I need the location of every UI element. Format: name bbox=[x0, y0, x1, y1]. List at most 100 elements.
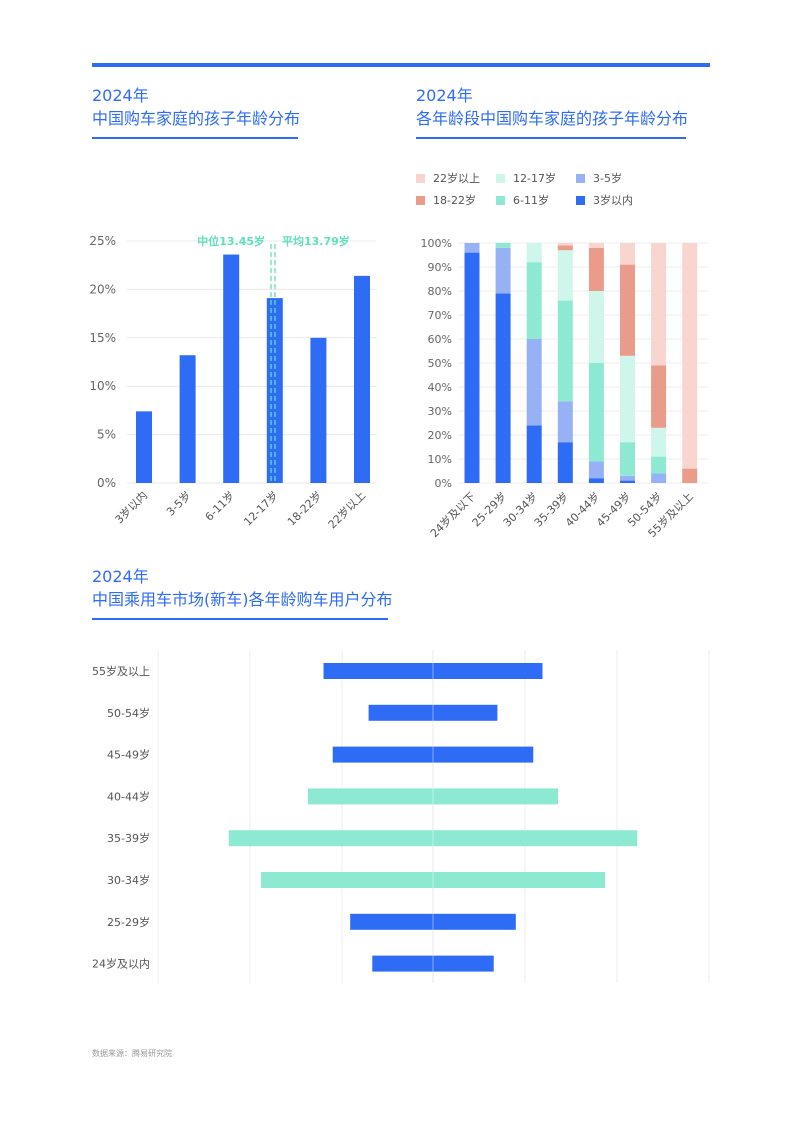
chart3-category-label: 24岁及以内 bbox=[92, 957, 150, 971]
chart2-bar-segment bbox=[682, 468, 698, 483]
chart2-bar-segment bbox=[651, 243, 667, 366]
chart2-ytick-label: 60% bbox=[428, 333, 452, 346]
chart1-group: 0% 5% 10% 15% 20% 25% 3岁以内 3-5岁 6-11岁 12-17岁 18-22… bbox=[89, 234, 376, 531]
chart2-bar-segment bbox=[464, 252, 480, 483]
chart1-bar bbox=[223, 254, 240, 483]
top-accent-bar bbox=[92, 63, 710, 67]
chart2-bar-segment bbox=[620, 475, 635, 481]
chart2-ytick-label: 10% bbox=[428, 453, 452, 466]
chart1-xtick-label: 3岁以内 bbox=[112, 488, 150, 526]
chart2-bar-segment bbox=[526, 243, 542, 263]
chart2-legend-item: 22岁以上 bbox=[416, 170, 480, 186]
chart2-legend-label: 6-11岁 bbox=[513, 194, 549, 207]
chart2-ytick-label: 100% bbox=[421, 237, 452, 250]
chart2-legend-item: 6-11岁 bbox=[496, 192, 549, 208]
chart2-bar-segment bbox=[620, 480, 635, 483]
chart3-category-label: 30-34岁 bbox=[107, 873, 150, 887]
chart1-xtick-label: 12-17岁 bbox=[241, 488, 281, 528]
chart1-bar bbox=[354, 275, 370, 483]
chart3-group: 55岁及以上 50-54岁 45-49岁 40-44岁 35-39岁 30-34岁 25-2… bbox=[92, 650, 710, 983]
chart2-ytick-label: 80% bbox=[428, 285, 452, 298]
chart2-bar-segment bbox=[651, 427, 667, 457]
chart2-legend-swatch bbox=[416, 173, 425, 183]
chart1-ytick-label: 20% bbox=[89, 282, 116, 296]
chart3-category-label: 25-29岁 bbox=[107, 915, 150, 929]
chart2-bar-segment bbox=[557, 250, 573, 301]
panel2-title-rule bbox=[416, 137, 686, 139]
chart2-bar-segment bbox=[588, 478, 604, 483]
chart1-ytick-label: 10% bbox=[89, 379, 116, 393]
chart2-bar-segment bbox=[557, 243, 573, 246]
chart1-xtick-label: 18-22岁 bbox=[284, 488, 324, 528]
panel2-title: 各年龄段中国购车家庭的孩子年龄分布 bbox=[416, 109, 689, 128]
chart1-xtick-label: 6-11岁 bbox=[202, 488, 237, 523]
chart2-legend-swatch bbox=[576, 195, 585, 205]
chart2-ytick-label: 70% bbox=[428, 309, 452, 322]
panel1-heading: 2024年 中国购车家庭的孩子年龄分布 bbox=[92, 84, 300, 130]
chart2-bar-segment bbox=[495, 293, 511, 483]
chart2-bar-segment bbox=[588, 247, 604, 291]
chart2-legend-item: 3-5岁 bbox=[576, 170, 622, 186]
chart2-bar-segment bbox=[588, 363, 604, 462]
chart2-legend-swatch bbox=[496, 173, 505, 183]
chart2-legend-swatch bbox=[496, 195, 505, 205]
chart2-bar-segment bbox=[557, 300, 573, 402]
chart2-bar-segment bbox=[588, 461, 604, 479]
chart3-category-label: 40-44岁 bbox=[107, 789, 150, 803]
chart2-bar-segment bbox=[651, 473, 667, 483]
panel1-title: 中国购车家庭的孩子年龄分布 bbox=[92, 109, 301, 128]
panel3-title: 中国乘用车市场(新车)各年龄购车用户分布 bbox=[92, 590, 393, 609]
chart2-bar-segment bbox=[682, 243, 698, 469]
chart2-bar-segment bbox=[620, 442, 635, 476]
chart2-bar-segment bbox=[526, 339, 542, 426]
chart2-legend-label: 3-5岁 bbox=[593, 172, 622, 185]
chart1-bar bbox=[310, 337, 327, 483]
chart1-ytick-label: 15% bbox=[89, 331, 116, 345]
chart2-bar-segment bbox=[557, 245, 573, 251]
panel2-heading: 2024年 各年龄段中国购车家庭的孩子年龄分布 bbox=[416, 84, 688, 130]
chart2-bar-segment bbox=[557, 442, 573, 483]
chart2-bar-segment bbox=[620, 355, 635, 443]
chart2-legend-label: 18-22岁 bbox=[433, 194, 476, 207]
chart2-bar-segment bbox=[588, 291, 604, 363]
chart2-bar-segment bbox=[464, 243, 480, 253]
chart2-bar-segment bbox=[620, 264, 635, 356]
chart2-bar-segment bbox=[588, 243, 604, 248]
chart2-ytick-label: 50% bbox=[428, 357, 452, 370]
chart3-category-label: 55岁及以上 bbox=[92, 664, 150, 678]
chart1-ytick-label: 25% bbox=[89, 234, 116, 248]
chart1-bar bbox=[136, 411, 152, 483]
chart1-ytick-label: 5% bbox=[97, 428, 116, 442]
chart1-xtick-label: 3-5岁 bbox=[163, 488, 193, 518]
chart2-group: 0%10%20%30%40%50%60%70%80%90%100%24岁及以下2… bbox=[421, 237, 708, 540]
chart2-bar-segment bbox=[495, 247, 511, 294]
chart2-bar-segment bbox=[495, 243, 511, 248]
chart3-category-label: 45-49岁 bbox=[107, 748, 150, 762]
chart2-ytick-label: 20% bbox=[428, 429, 452, 442]
chart2-bar-segment bbox=[526, 262, 542, 339]
chart2-bar-segment bbox=[651, 456, 667, 474]
panel1-title-rule bbox=[92, 137, 298, 139]
chart2-bar-segment bbox=[557, 401, 573, 443]
chart2-ytick-label: 40% bbox=[428, 381, 452, 394]
chart2-legend-item: 18-22岁 bbox=[416, 192, 476, 208]
chart3-category-label: 35-39岁 bbox=[107, 831, 150, 845]
chart2-legend-label: 3岁以内 bbox=[593, 194, 633, 207]
chart2-ytick-label: 30% bbox=[428, 405, 452, 418]
chart2-bar-segment bbox=[620, 243, 635, 265]
panel3-title-rule bbox=[92, 618, 388, 620]
chart2-legend-swatch bbox=[576, 173, 585, 183]
chart3-category-label: 50-54岁 bbox=[107, 706, 150, 720]
panel3-year: 2024年 bbox=[92, 567, 149, 586]
chart1-mean-label: 平均13.79岁 bbox=[282, 234, 350, 248]
data-source-note: 数据来源：腾易研究院 bbox=[92, 1049, 172, 1058]
panel3-heading: 2024年 中国乘用车市场(新车)各年龄购车用户分布 bbox=[92, 565, 393, 611]
chart2-legend-item: 12-17岁 bbox=[496, 170, 556, 186]
panel2-year: 2024年 bbox=[416, 86, 473, 105]
chart1-median-label: 中位13.45岁 bbox=[197, 234, 265, 248]
chart2-legend-label: 12-17岁 bbox=[513, 172, 556, 185]
chart2-xtick-label: 24岁及以下 bbox=[427, 489, 478, 540]
panel1-year: 2024年 bbox=[92, 86, 149, 105]
chart2-legend-label: 22岁以上 bbox=[433, 172, 480, 185]
